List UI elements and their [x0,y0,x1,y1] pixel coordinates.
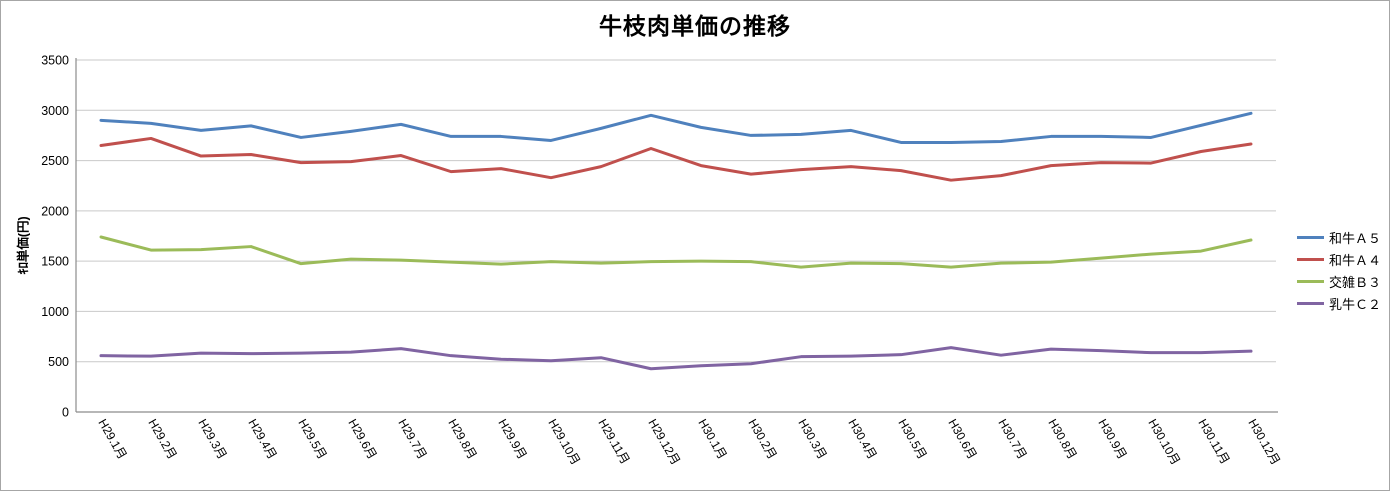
x-axis-label: H30.4月 [845,417,879,462]
x-axis-label: H29.7月 [395,417,429,462]
x-axis-label: H29.8月 [445,417,479,462]
series-line-3 [99,346,1253,371]
x-axis-label: H29.4月 [245,417,279,462]
y-tick-label: 500 [48,355,69,369]
x-axis-label: H30.11月 [1195,417,1232,467]
y-tick-label: 0 [62,406,69,420]
y-tick-label: 1000 [41,305,69,319]
legend-line-swatch [1297,301,1324,305]
x-axis-label: H30.8月 [1045,417,1079,462]
y-tick-label: 3500 [41,54,69,68]
legend-label: 交雑Ｂ３ [1329,274,1382,290]
legend-label: 和牛Ａ５ [1329,230,1382,246]
y-tick-label: 2000 [41,204,69,218]
x-axis-label: H30.10月 [1145,417,1182,468]
legend-item-1: 和牛Ａ４ [1297,248,1381,270]
x-axis-label: H29.1月 [95,417,129,462]
x-axis-label: H30.7月 [995,417,1029,462]
legend-label: 乳牛Ｃ２ [1329,296,1382,312]
legend-line-swatch [1297,235,1324,239]
series-line-0 [99,111,1253,144]
x-axis-label: H29.3月 [195,417,229,462]
y-tick-label: 2500 [41,154,69,168]
series-line-1 [99,136,1253,182]
x-axis-label: H29.6月 [345,417,379,462]
x-axis-label: H30.5月 [895,417,929,462]
legend-item-2: 交雑Ｂ３ [1297,270,1381,292]
legend-item-0: 和牛Ａ５ [1297,226,1381,248]
x-axis-label: H29.11月 [595,417,632,467]
x-axis-label: H30.12月 [1245,417,1282,468]
legend-line-swatch [1297,279,1324,283]
x-axis-label: H29.10月 [545,417,582,468]
x-axis-label: H29.12月 [645,417,682,468]
legend-line-swatch [1297,257,1324,261]
y-tick-label: 3000 [41,104,69,118]
x-axis-label: H29.5月 [295,417,329,462]
legend-label: 和牛Ａ４ [1329,252,1382,268]
legend-item-3: 乳牛Ｃ２ [1297,292,1381,314]
x-axis-label: H30.2月 [745,417,779,462]
x-axis-label: H29.9月 [495,417,529,462]
x-axis-label: H29.2月 [145,417,179,462]
legend: 和牛Ａ５ 和牛Ａ４ 交雑Ｂ３ 乳牛Ｃ２ [1297,226,1381,314]
x-axis-label: H30.1月 [695,417,729,462]
y-tick-label: 1500 [41,255,69,269]
series-line-2 [99,235,1253,269]
x-axis-label: H30.3月 [795,417,829,462]
x-axis-label: H30.9月 [1095,417,1129,462]
x-axis-label: H30.6月 [945,417,979,462]
chart-title: 牛枝肉単価の推移 [599,13,791,39]
